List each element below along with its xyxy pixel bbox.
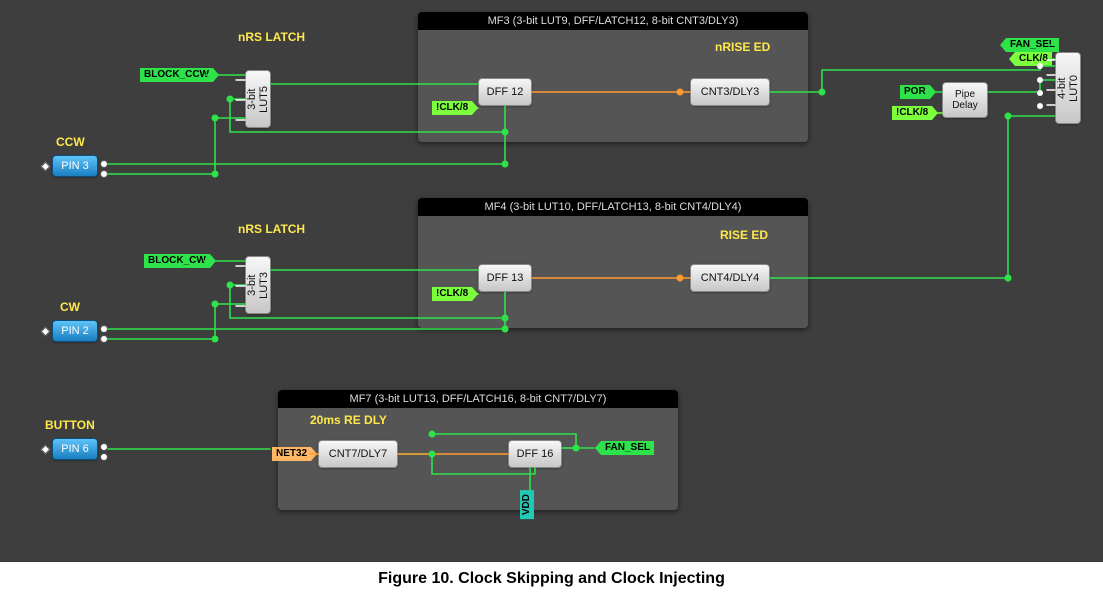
tag-por: POR	[900, 85, 930, 99]
port	[100, 335, 108, 343]
port	[100, 443, 108, 451]
rise-ed-label: RISE ED	[720, 228, 768, 242]
dff12-block: DFF 12	[478, 78, 532, 106]
port	[100, 170, 108, 178]
ccw-label: CCW	[56, 135, 85, 149]
mf7-header: MF7 (3-bit LUT13, DFF/LATCH16, 8-bit CNT…	[278, 390, 678, 408]
re-dly-label: 20ms RE DLY	[310, 413, 387, 427]
cnt7-block: CNT7/DLY7	[318, 440, 398, 468]
dff16-block: DFF 16	[508, 440, 562, 468]
dff13-block: DFF 13	[478, 264, 532, 292]
tag-vdd: VDD	[520, 490, 534, 519]
port	[100, 453, 108, 461]
mf4-header: MF4 (3-bit LUT10, DFF/LATCH13, 8-bit CNT…	[418, 198, 808, 216]
diagram-canvas: MF3 (3-bit LUT9, DFF/LATCH12, 8-bit CNT3…	[0, 0, 1103, 562]
tag-clk8inv-1: !CLK/8	[432, 101, 472, 115]
tag-net32: NET32	[272, 447, 311, 461]
pin-3: PIN 3	[52, 155, 98, 177]
tag-fan-sel-2: FAN_SEL	[601, 441, 654, 455]
button-label: BUTTON	[45, 418, 95, 432]
port	[41, 327, 51, 337]
mf3-header: MF3 (3-bit LUT9, DFF/LATCH12, 8-bit CNT3…	[418, 12, 808, 30]
lut0-block: 4-bit LUT0	[1055, 52, 1081, 124]
tag-clk8: CLK/8	[1015, 52, 1052, 66]
lut0-text: 4-bit LUT0	[1056, 75, 1080, 102]
lut3-block: 3-bit LUT3	[245, 256, 271, 314]
port	[41, 445, 51, 455]
mf3-box: MF3 (3-bit LUT9, DFF/LATCH12, 8-bit CNT3…	[418, 12, 808, 142]
tag-clk8inv-2: !CLK/8	[432, 287, 472, 301]
pin-6: PIN 6	[52, 438, 98, 460]
nrise-ed-label: nRISE ED	[715, 40, 770, 54]
lut3-text: 3-bit LUT3	[246, 272, 270, 299]
cnt4-block: CNT4/DLY4	[690, 264, 770, 292]
tag-clk8inv-3: !CLK/8	[892, 106, 932, 120]
mf4-box: MF4 (3-bit LUT10, DFF/LATCH13, 8-bit CNT…	[418, 198, 808, 328]
tag-block-ccw: BLOCK_CCW	[140, 68, 213, 82]
pin-2: PIN 2	[52, 320, 98, 342]
nrs-latch-2-label: nRS LATCH	[238, 222, 305, 236]
lut5-block: 3-bit LUT5	[245, 70, 271, 128]
tag-fan-sel-1: FAN_SEL	[1006, 38, 1059, 52]
port	[100, 160, 108, 168]
cnt3-block: CNT3/DLY3	[690, 78, 770, 106]
port	[41, 162, 51, 172]
lut5-text: 3-bit LUT5	[246, 86, 270, 113]
nrs-latch-1-label: nRS LATCH	[238, 30, 305, 44]
pipe-delay-block: Pipe Delay	[942, 82, 988, 118]
tag-block-cw: BLOCK_CW	[144, 254, 210, 268]
cw-label: CW	[60, 300, 80, 314]
port	[100, 325, 108, 333]
figure-caption: Figure 10. Clock Skipping and Clock Inje…	[0, 570, 1103, 588]
